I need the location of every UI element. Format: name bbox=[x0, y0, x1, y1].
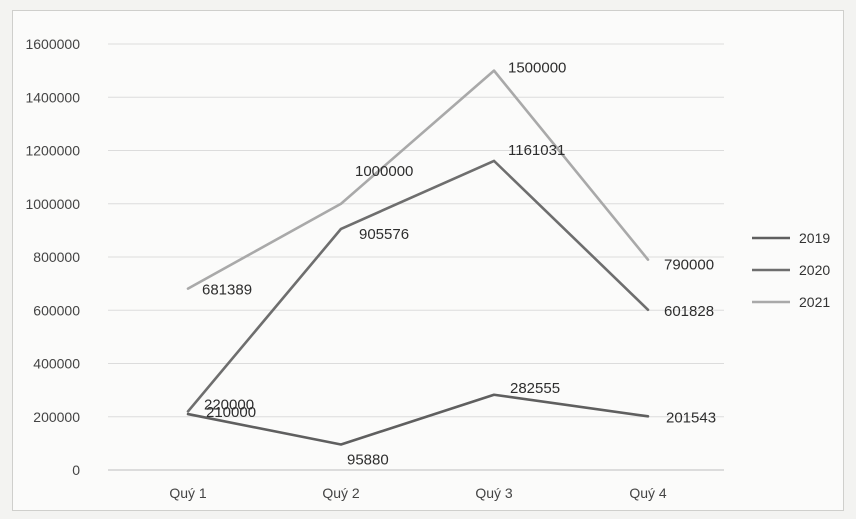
data-label: 282555 bbox=[510, 380, 560, 397]
x-tick-label: Quý 2 bbox=[322, 485, 360, 501]
data-label: 905576 bbox=[359, 226, 409, 243]
y-tick-label: 0 bbox=[72, 462, 80, 478]
data-label: 220000 bbox=[204, 396, 254, 413]
y-tick-label: 1400000 bbox=[25, 89, 80, 105]
y-tick-label: 800000 bbox=[33, 249, 80, 265]
y-tick-label: 400000 bbox=[33, 356, 80, 372]
data-label: 790000 bbox=[664, 257, 714, 274]
data-label: 681389 bbox=[202, 282, 252, 299]
legend-label-2020: 2020 bbox=[799, 262, 830, 278]
y-tick-label: 200000 bbox=[33, 409, 80, 425]
series-line-2019 bbox=[186, 393, 650, 446]
x-tick-label: Quý 1 bbox=[169, 485, 207, 501]
legend-label-2021: 2021 bbox=[799, 294, 830, 310]
series-line-2020 bbox=[186, 159, 650, 413]
chart-frame bbox=[12, 10, 844, 511]
data-label: 1500000 bbox=[508, 60, 566, 77]
y-tick-label: 600000 bbox=[33, 302, 80, 318]
data-label: 1000000 bbox=[355, 163, 413, 180]
y-tick-label: 1600000 bbox=[25, 36, 80, 52]
data-label: 210000 bbox=[206, 404, 256, 421]
x-tick-label: Quý 4 bbox=[629, 485, 667, 501]
series-line-2021 bbox=[186, 69, 650, 290]
y-tick-label: 1200000 bbox=[25, 143, 80, 159]
data-label: 95880 bbox=[347, 451, 389, 468]
data-label: 201543 bbox=[666, 409, 716, 426]
data-label: 601828 bbox=[664, 303, 714, 320]
data-label: 1161031 bbox=[508, 142, 565, 159]
y-tick-label: 1000000 bbox=[25, 196, 80, 212]
legend-label-2019: 2019 bbox=[799, 230, 830, 246]
x-tick-label: Quý 3 bbox=[475, 485, 513, 501]
